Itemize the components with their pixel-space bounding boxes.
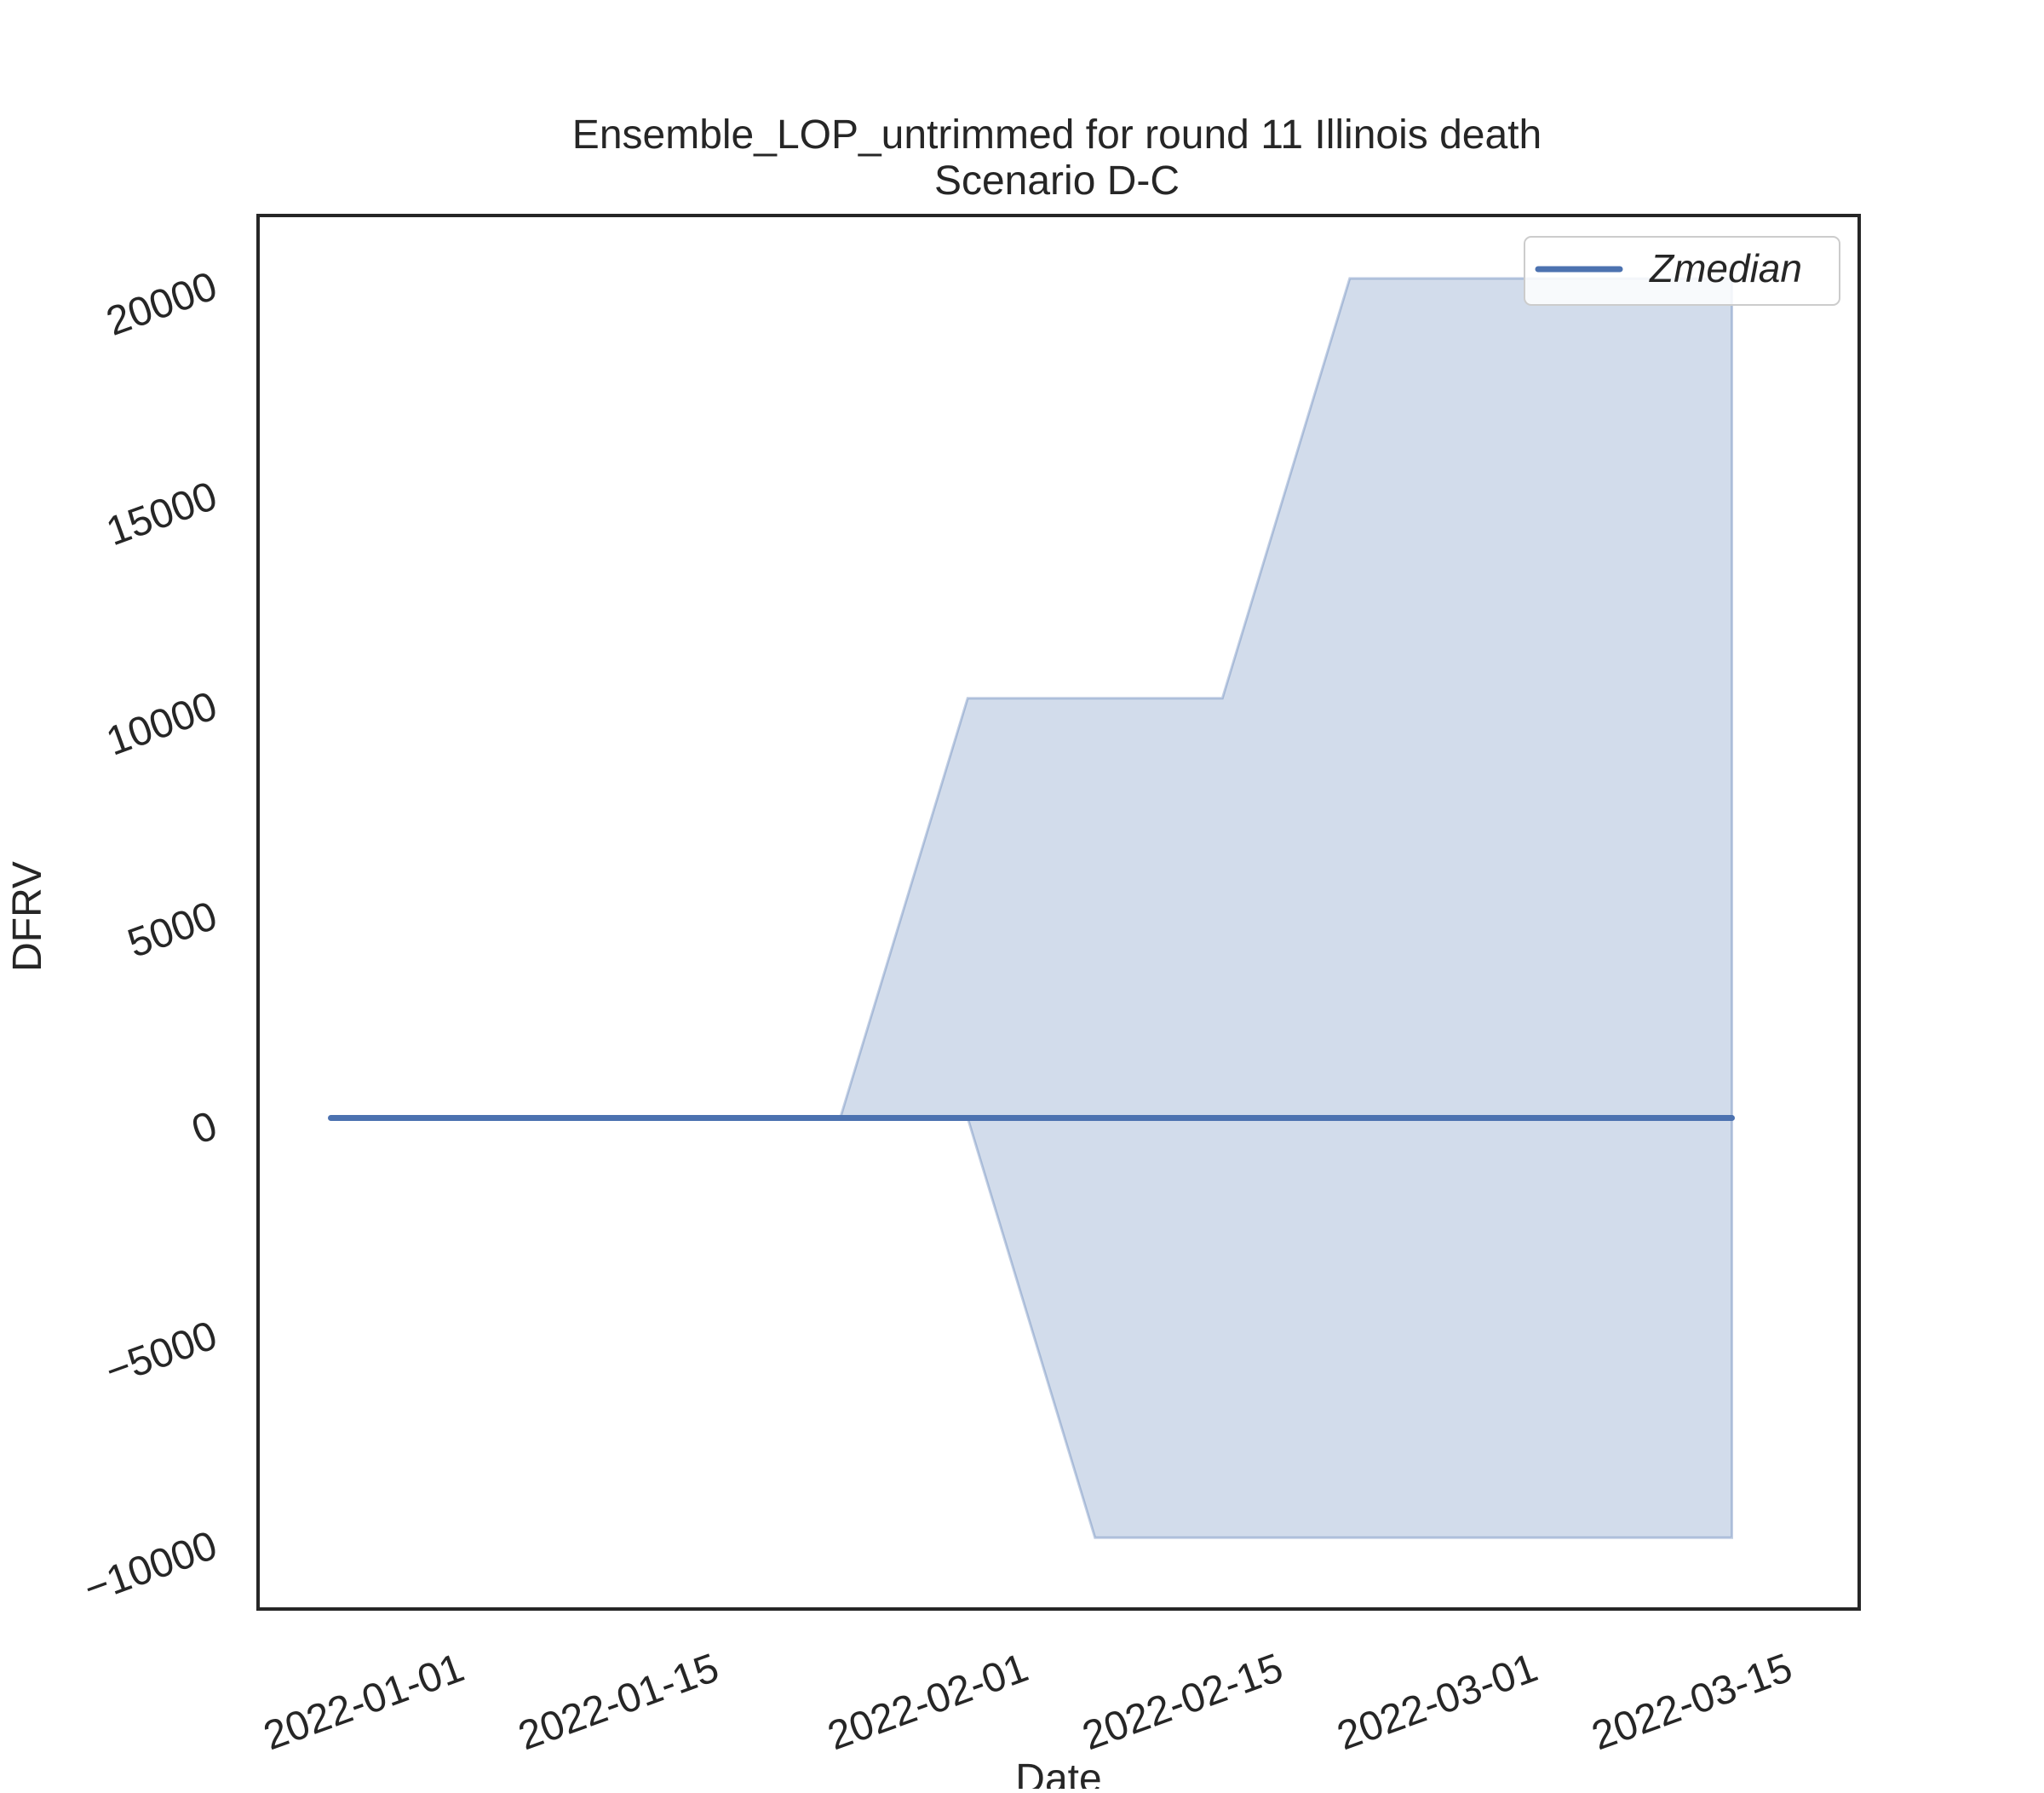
y-tick-label: −5000 bbox=[100, 1313, 223, 1394]
y-tick-label: 0 bbox=[187, 1103, 223, 1153]
y-tick-label: 20000 bbox=[100, 263, 223, 344]
y-tick-label: 15000 bbox=[100, 474, 223, 555]
legend-box bbox=[1524, 236, 1840, 306]
x-tick-label: 2022-03-15 bbox=[1586, 1646, 1798, 1760]
x-tick-label: 2022-01-15 bbox=[513, 1646, 725, 1760]
legend: Zmedian bbox=[1524, 236, 1840, 306]
x-tick-label: 2022-02-15 bbox=[1077, 1646, 1289, 1760]
chart-subtitle: Scenario D-C bbox=[934, 158, 1180, 204]
x-tick-label: 2022-01-01 bbox=[258, 1646, 470, 1760]
plot-frame bbox=[256, 214, 1861, 1611]
legend-label-zmedian: Zmedian bbox=[1649, 246, 1802, 290]
x-tick-label: 2022-03-01 bbox=[1331, 1646, 1543, 1760]
y-tick-label: 5000 bbox=[122, 894, 222, 967]
y-axis-label: DFRV bbox=[5, 861, 50, 972]
x-tick-label: 2022-02-01 bbox=[822, 1646, 1034, 1760]
x-tick-labels: 2022-01-01 2022-01-15 2022-02-01 2022-02-15… bbox=[258, 1646, 1798, 1760]
x-axis-label: Date bbox=[1015, 1756, 1101, 1789]
confidence-band bbox=[330, 277, 1733, 1539]
y-tick-labels: −10000 −5000 0 5000 10000 15000 20000 bbox=[78, 263, 223, 1612]
chart-title: Ensemble_LOP_untrimmed for round 11 Illi… bbox=[572, 112, 1542, 158]
y-tick-label: −10000 bbox=[78, 1523, 223, 1612]
confidence-band-layer bbox=[330, 277, 1733, 1539]
y-tick-label: 10000 bbox=[100, 683, 223, 764]
